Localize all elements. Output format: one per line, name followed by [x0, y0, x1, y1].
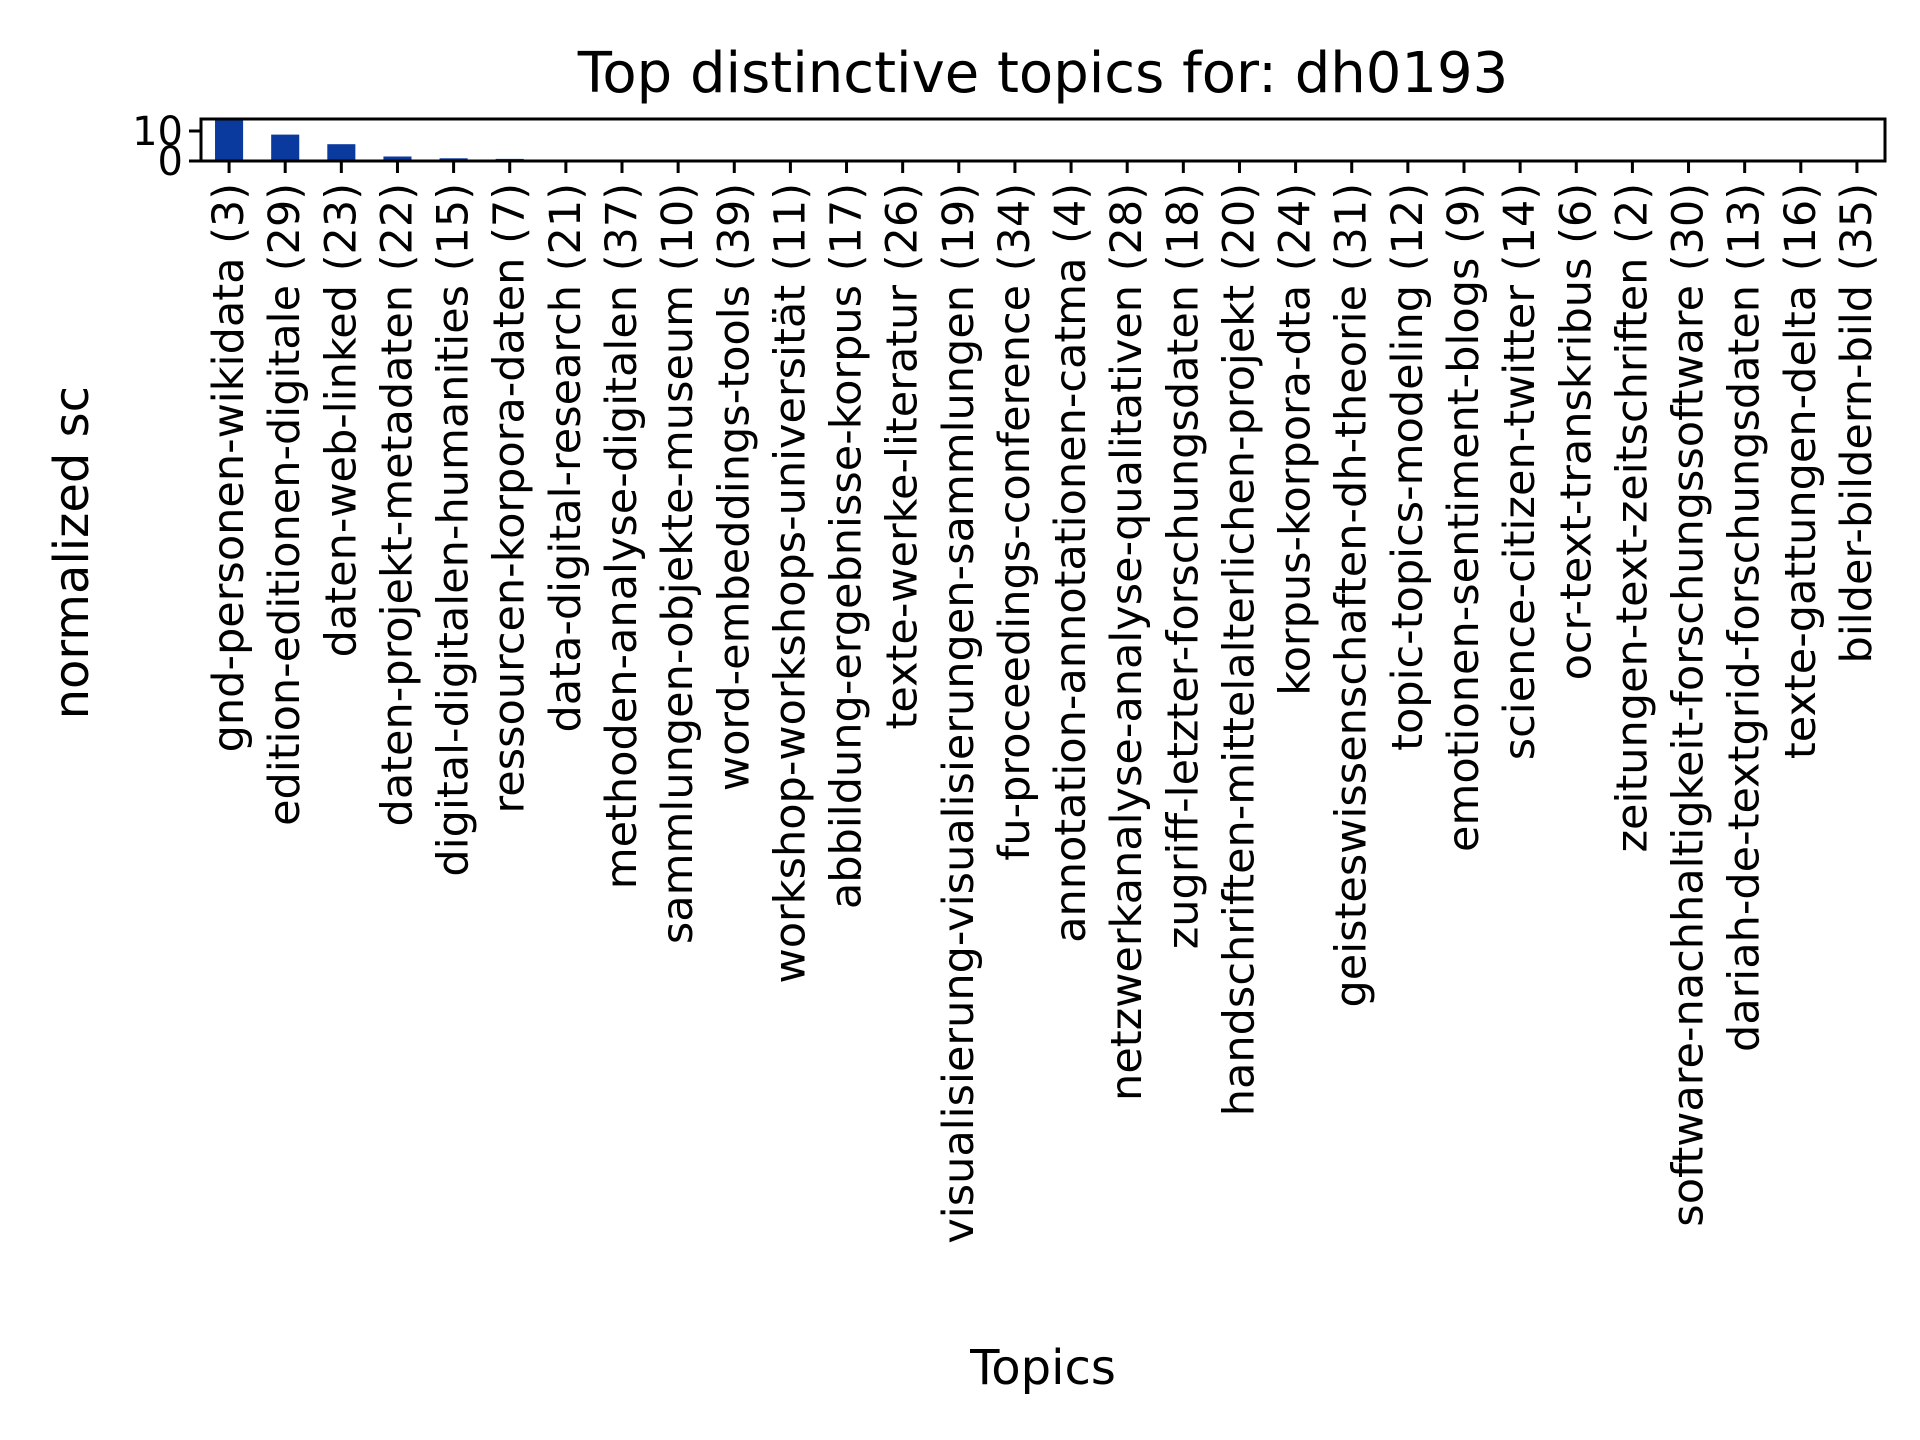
- x-tick-label: emotionen-sentiment-blogs (9): [1439, 183, 1489, 852]
- x-tick-label: software-nachhaltigkeit-forschungssoftwa…: [1664, 183, 1714, 1227]
- x-tick-label: annotation-annotationen-catma (4): [1046, 183, 1096, 943]
- x-tick-label: topic-topics-modeling (12): [1383, 183, 1433, 751]
- x-tick-label: korpus-korpora-dta (24): [1271, 183, 1321, 696]
- x-tick-label: sammlungen-objekte-museum (10): [653, 183, 703, 944]
- x-tick-label: daten-projekt-metadaten (22): [372, 183, 422, 826]
- x-tick-label: data-digital-research (21): [541, 183, 591, 733]
- x-tick-label: bilder-bildern-bild (35): [1832, 183, 1882, 663]
- x-tick-label: gnd-personen-wikidata (3): [204, 183, 254, 752]
- x-tick-label: ocr-text-transkribus (6): [1551, 183, 1601, 680]
- x-tick-label: fu-proceedings-conference (34): [990, 183, 1040, 861]
- x-tick-label: visualisierung-visualisierungen-sammlung…: [934, 183, 984, 1244]
- x-axis-label: Topics: [969, 1340, 1116, 1396]
- bar: [383, 156, 412, 161]
- x-tick-label: digital-digitalen-humanities (15): [429, 183, 479, 877]
- x-tick-label: science-citizen-twitter (14): [1495, 183, 1545, 760]
- x-tick-label: texte-werke-literatur (26): [878, 183, 928, 729]
- bar: [215, 119, 244, 161]
- bars-layer: [215, 119, 1591, 161]
- x-tick-label: word-embeddings-tools (39): [709, 183, 759, 791]
- y-axis-label: normalized sc: [44, 386, 100, 719]
- y-axis-ticks: 010: [132, 109, 201, 185]
- x-tick-label: edition-editionen-digitale (29): [260, 183, 310, 826]
- x-tick-label: ressourcen-korpora-daten (7): [485, 183, 535, 813]
- x-tick-label: zeitungen-text-zeitschriften (2): [1607, 183, 1657, 853]
- x-tick-label: abbildung-ergebnisse-korpus (17): [822, 183, 872, 909]
- bar: [327, 144, 356, 161]
- x-tick-label: handschriften-mittelalterlichen-projekt …: [1214, 183, 1264, 1116]
- x-axis-ticks: gnd-personen-wikidata (3) edition-edition…: [204, 161, 1882, 1244]
- bar: [271, 134, 300, 161]
- x-tick-label: dariah-de-textgrid-forschungsdaten (13): [1720, 183, 1770, 1052]
- x-tick-label: texte-gattungen-delta (16): [1776, 183, 1826, 759]
- chart-title: Top distinctive topics for: dh0193: [577, 41, 1509, 106]
- x-tick-label: zugriff-letzter-forschungsdaten (18): [1158, 183, 1208, 949]
- x-tick-label: methoden-analyse-digitalen (37): [597, 183, 647, 889]
- x-tick-label: workshop-workshops-universität (11): [765, 183, 815, 983]
- plot-area-frame: [199, 117, 1887, 163]
- x-tick-label: netzwerkanalyse-analyse-qualitativen (28…: [1102, 183, 1152, 1101]
- x-tick-label: daten-web-linked (23): [316, 183, 366, 657]
- x-tick-label: geisteswissenschaften-dh-theorie (31): [1327, 183, 1377, 1008]
- y-tick-label: 0: [158, 139, 183, 185]
- y-tick-label: 10: [132, 109, 183, 155]
